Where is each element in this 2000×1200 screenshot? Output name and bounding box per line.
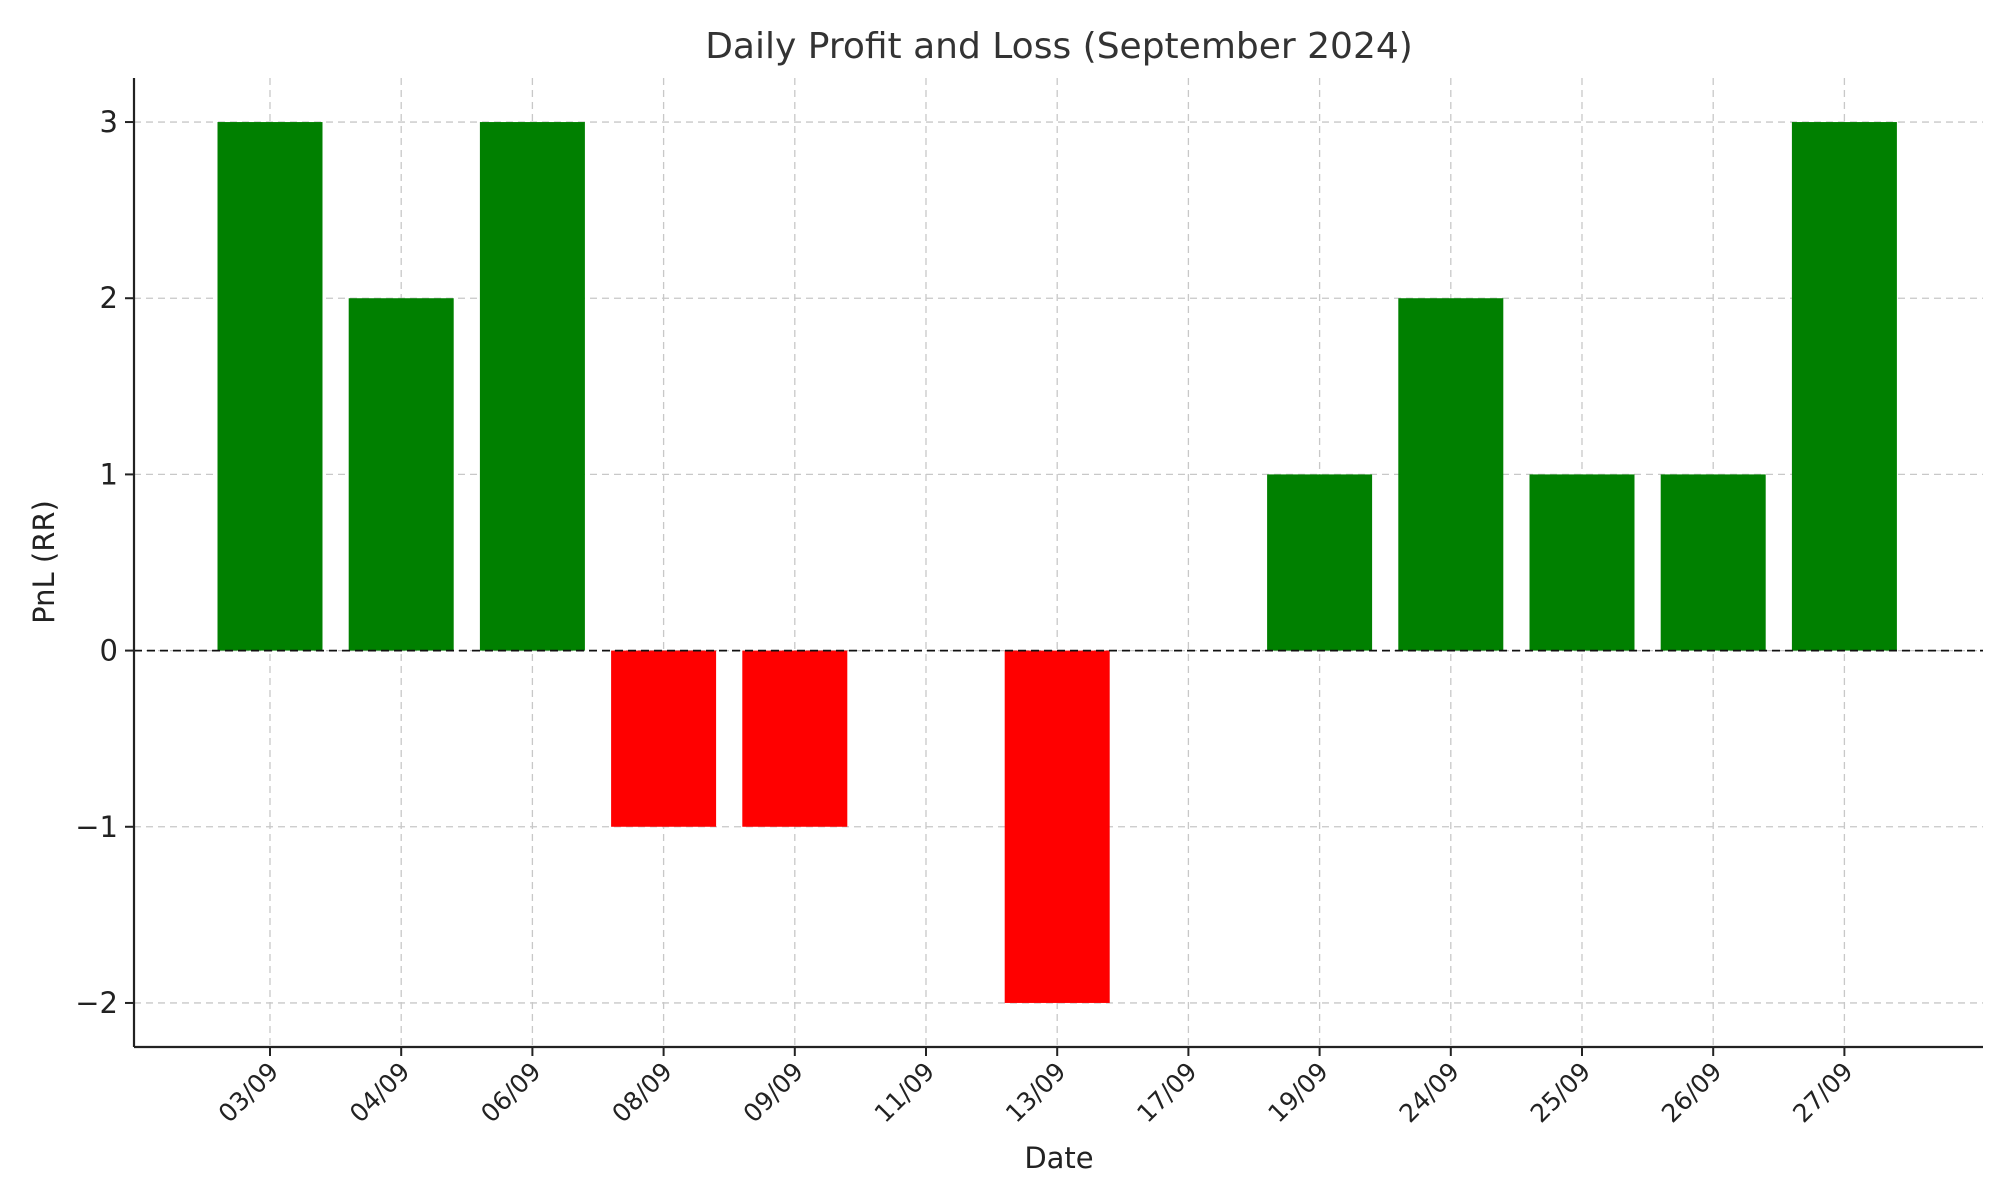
bar-24-09: [1398, 298, 1504, 651]
y-tick-label: 1: [100, 457, 118, 491]
x-tick-label: 26/09: [1656, 1057, 1727, 1128]
y-tick-label: −2: [75, 986, 118, 1020]
chart-title: Daily Profit and Loss (September 2024): [705, 26, 1413, 67]
bar-04-09: [348, 298, 454, 651]
x-tick-label: 09/09: [738, 1057, 809, 1128]
x-tick-label: 13/09: [1000, 1057, 1071, 1128]
x-tick-label: 11/09: [869, 1057, 940, 1128]
bar-25-09: [1529, 474, 1635, 651]
bar-09-09: [742, 650, 848, 827]
bar-08-09: [611, 650, 717, 827]
axes: [132, 78, 1983, 1049]
x-tick-label: 27/09: [1787, 1057, 1858, 1128]
y-tick-label: 2: [100, 281, 118, 315]
bar-26-09: [1660, 474, 1766, 651]
x-axis-label: Date: [1024, 1141, 1093, 1175]
bar-19-09: [1267, 474, 1373, 651]
y-tick-label: 0: [100, 634, 118, 668]
x-tick-label: 06/09: [475, 1057, 546, 1128]
bar-03-09: [217, 122, 323, 651]
x-tick-label: 08/09: [606, 1057, 677, 1128]
bar-13-09: [1004, 650, 1110, 1003]
x-tick-label: 17/09: [1131, 1057, 1202, 1128]
x-tick-label: 03/09: [213, 1057, 284, 1128]
x-tick-label: 19/09: [1262, 1057, 1333, 1128]
y-tick-label: −1: [75, 810, 118, 844]
y-tick-label: 3: [100, 105, 118, 139]
x-tick-label: 24/09: [1394, 1057, 1465, 1128]
bars: [217, 122, 1897, 1003]
y-axis-label: PnL (RR): [27, 500, 61, 624]
x-tick-label: 25/09: [1525, 1057, 1596, 1128]
bar-06-09: [479, 122, 585, 651]
x-tick-label: 04/09: [344, 1057, 415, 1128]
bar-27-09: [1791, 122, 1897, 651]
